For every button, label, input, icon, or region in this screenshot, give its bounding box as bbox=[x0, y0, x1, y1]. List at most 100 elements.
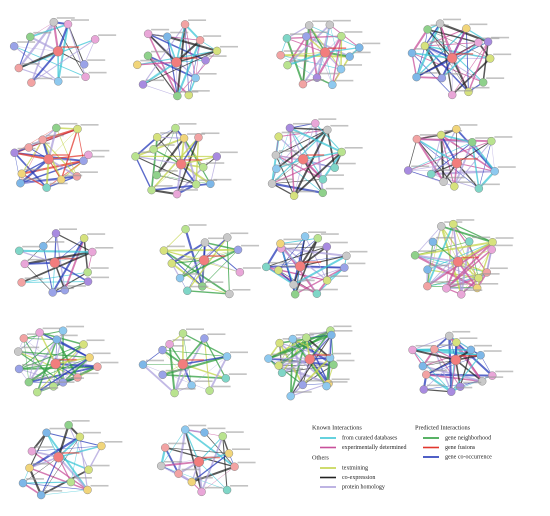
node bbox=[159, 246, 169, 255]
network bbox=[267, 118, 363, 200]
edge bbox=[412, 349, 457, 361]
node bbox=[288, 334, 297, 344]
node-label bbox=[494, 244, 513, 247]
node bbox=[476, 351, 485, 360]
node-label bbox=[330, 124, 349, 127]
edge bbox=[171, 259, 205, 264]
node bbox=[52, 335, 61, 344]
node bbox=[304, 21, 314, 30]
node bbox=[467, 138, 477, 147]
edge bbox=[453, 223, 493, 243]
edge bbox=[68, 424, 90, 470]
node bbox=[318, 175, 328, 184]
node-label bbox=[305, 79, 324, 81]
edge bbox=[175, 24, 186, 63]
legend-heading: Others bbox=[312, 454, 329, 461]
node-label bbox=[461, 256, 480, 259]
edge bbox=[31, 450, 88, 491]
node-label bbox=[434, 169, 453, 171]
node bbox=[221, 374, 230, 383]
edge bbox=[286, 37, 326, 53]
node-label bbox=[219, 45, 238, 48]
node bbox=[437, 222, 446, 231]
node-label bbox=[190, 285, 209, 288]
node-label bbox=[100, 361, 119, 364]
node-label bbox=[61, 76, 80, 78]
edge bbox=[57, 424, 70, 458]
node bbox=[20, 259, 29, 269]
node bbox=[222, 485, 232, 495]
edge bbox=[416, 138, 455, 187]
node-label bbox=[104, 441, 123, 443]
node bbox=[83, 277, 93, 286]
node-label bbox=[271, 353, 290, 356]
edge bbox=[29, 467, 88, 491]
edge bbox=[184, 429, 200, 462]
node bbox=[304, 354, 315, 365]
edge bbox=[450, 359, 457, 392]
node-label bbox=[298, 289, 317, 291]
node-label bbox=[344, 147, 363, 149]
node bbox=[448, 90, 457, 100]
edge bbox=[56, 338, 90, 359]
node-label bbox=[208, 55, 227, 57]
edge bbox=[293, 159, 304, 196]
node-label bbox=[198, 72, 217, 75]
node-label bbox=[70, 19, 89, 21]
edge bbox=[157, 136, 185, 139]
legend-label: textmining bbox=[342, 465, 368, 471]
node-label bbox=[88, 71, 107, 74]
node bbox=[277, 368, 287, 377]
node-label bbox=[335, 79, 354, 82]
edge bbox=[182, 332, 228, 358]
node-label bbox=[154, 185, 173, 187]
node-label bbox=[237, 461, 256, 464]
edge bbox=[166, 35, 218, 52]
edge bbox=[441, 41, 479, 79]
edge bbox=[465, 28, 469, 92]
node-label bbox=[325, 174, 344, 176]
edge bbox=[426, 355, 481, 375]
edge bbox=[173, 337, 206, 394]
node-label bbox=[92, 352, 111, 355]
node-label bbox=[329, 381, 348, 383]
node bbox=[274, 361, 283, 370]
node-label bbox=[491, 36, 510, 39]
node-label bbox=[319, 288, 338, 291]
node-label bbox=[24, 168, 43, 171]
edge bbox=[162, 349, 192, 386]
edge bbox=[180, 137, 200, 165]
edge bbox=[278, 358, 310, 367]
node bbox=[201, 56, 210, 65]
node bbox=[418, 361, 428, 371]
edge bbox=[14, 151, 49, 161]
node bbox=[27, 446, 37, 456]
node bbox=[187, 477, 196, 487]
edge bbox=[416, 138, 458, 164]
edge bbox=[163, 248, 239, 252]
node bbox=[466, 345, 476, 355]
edge bbox=[302, 158, 324, 194]
node bbox=[81, 72, 90, 82]
node bbox=[27, 78, 36, 87]
edge bbox=[457, 249, 492, 263]
edge bbox=[19, 363, 56, 370]
edge bbox=[30, 22, 54, 38]
node bbox=[58, 326, 68, 335]
node-label bbox=[188, 19, 207, 22]
node-label bbox=[333, 352, 352, 355]
node-label bbox=[318, 118, 337, 120]
node-label bbox=[278, 150, 297, 152]
edge bbox=[40, 436, 81, 496]
node bbox=[83, 268, 92, 277]
network bbox=[18, 420, 123, 500]
node bbox=[345, 52, 354, 61]
node-label bbox=[303, 261, 322, 263]
node-label bbox=[67, 285, 86, 287]
node-label bbox=[44, 490, 63, 492]
node bbox=[436, 130, 446, 140]
edge bbox=[162, 355, 228, 376]
edge bbox=[425, 373, 452, 393]
node bbox=[49, 382, 58, 391]
edge bbox=[411, 52, 453, 59]
